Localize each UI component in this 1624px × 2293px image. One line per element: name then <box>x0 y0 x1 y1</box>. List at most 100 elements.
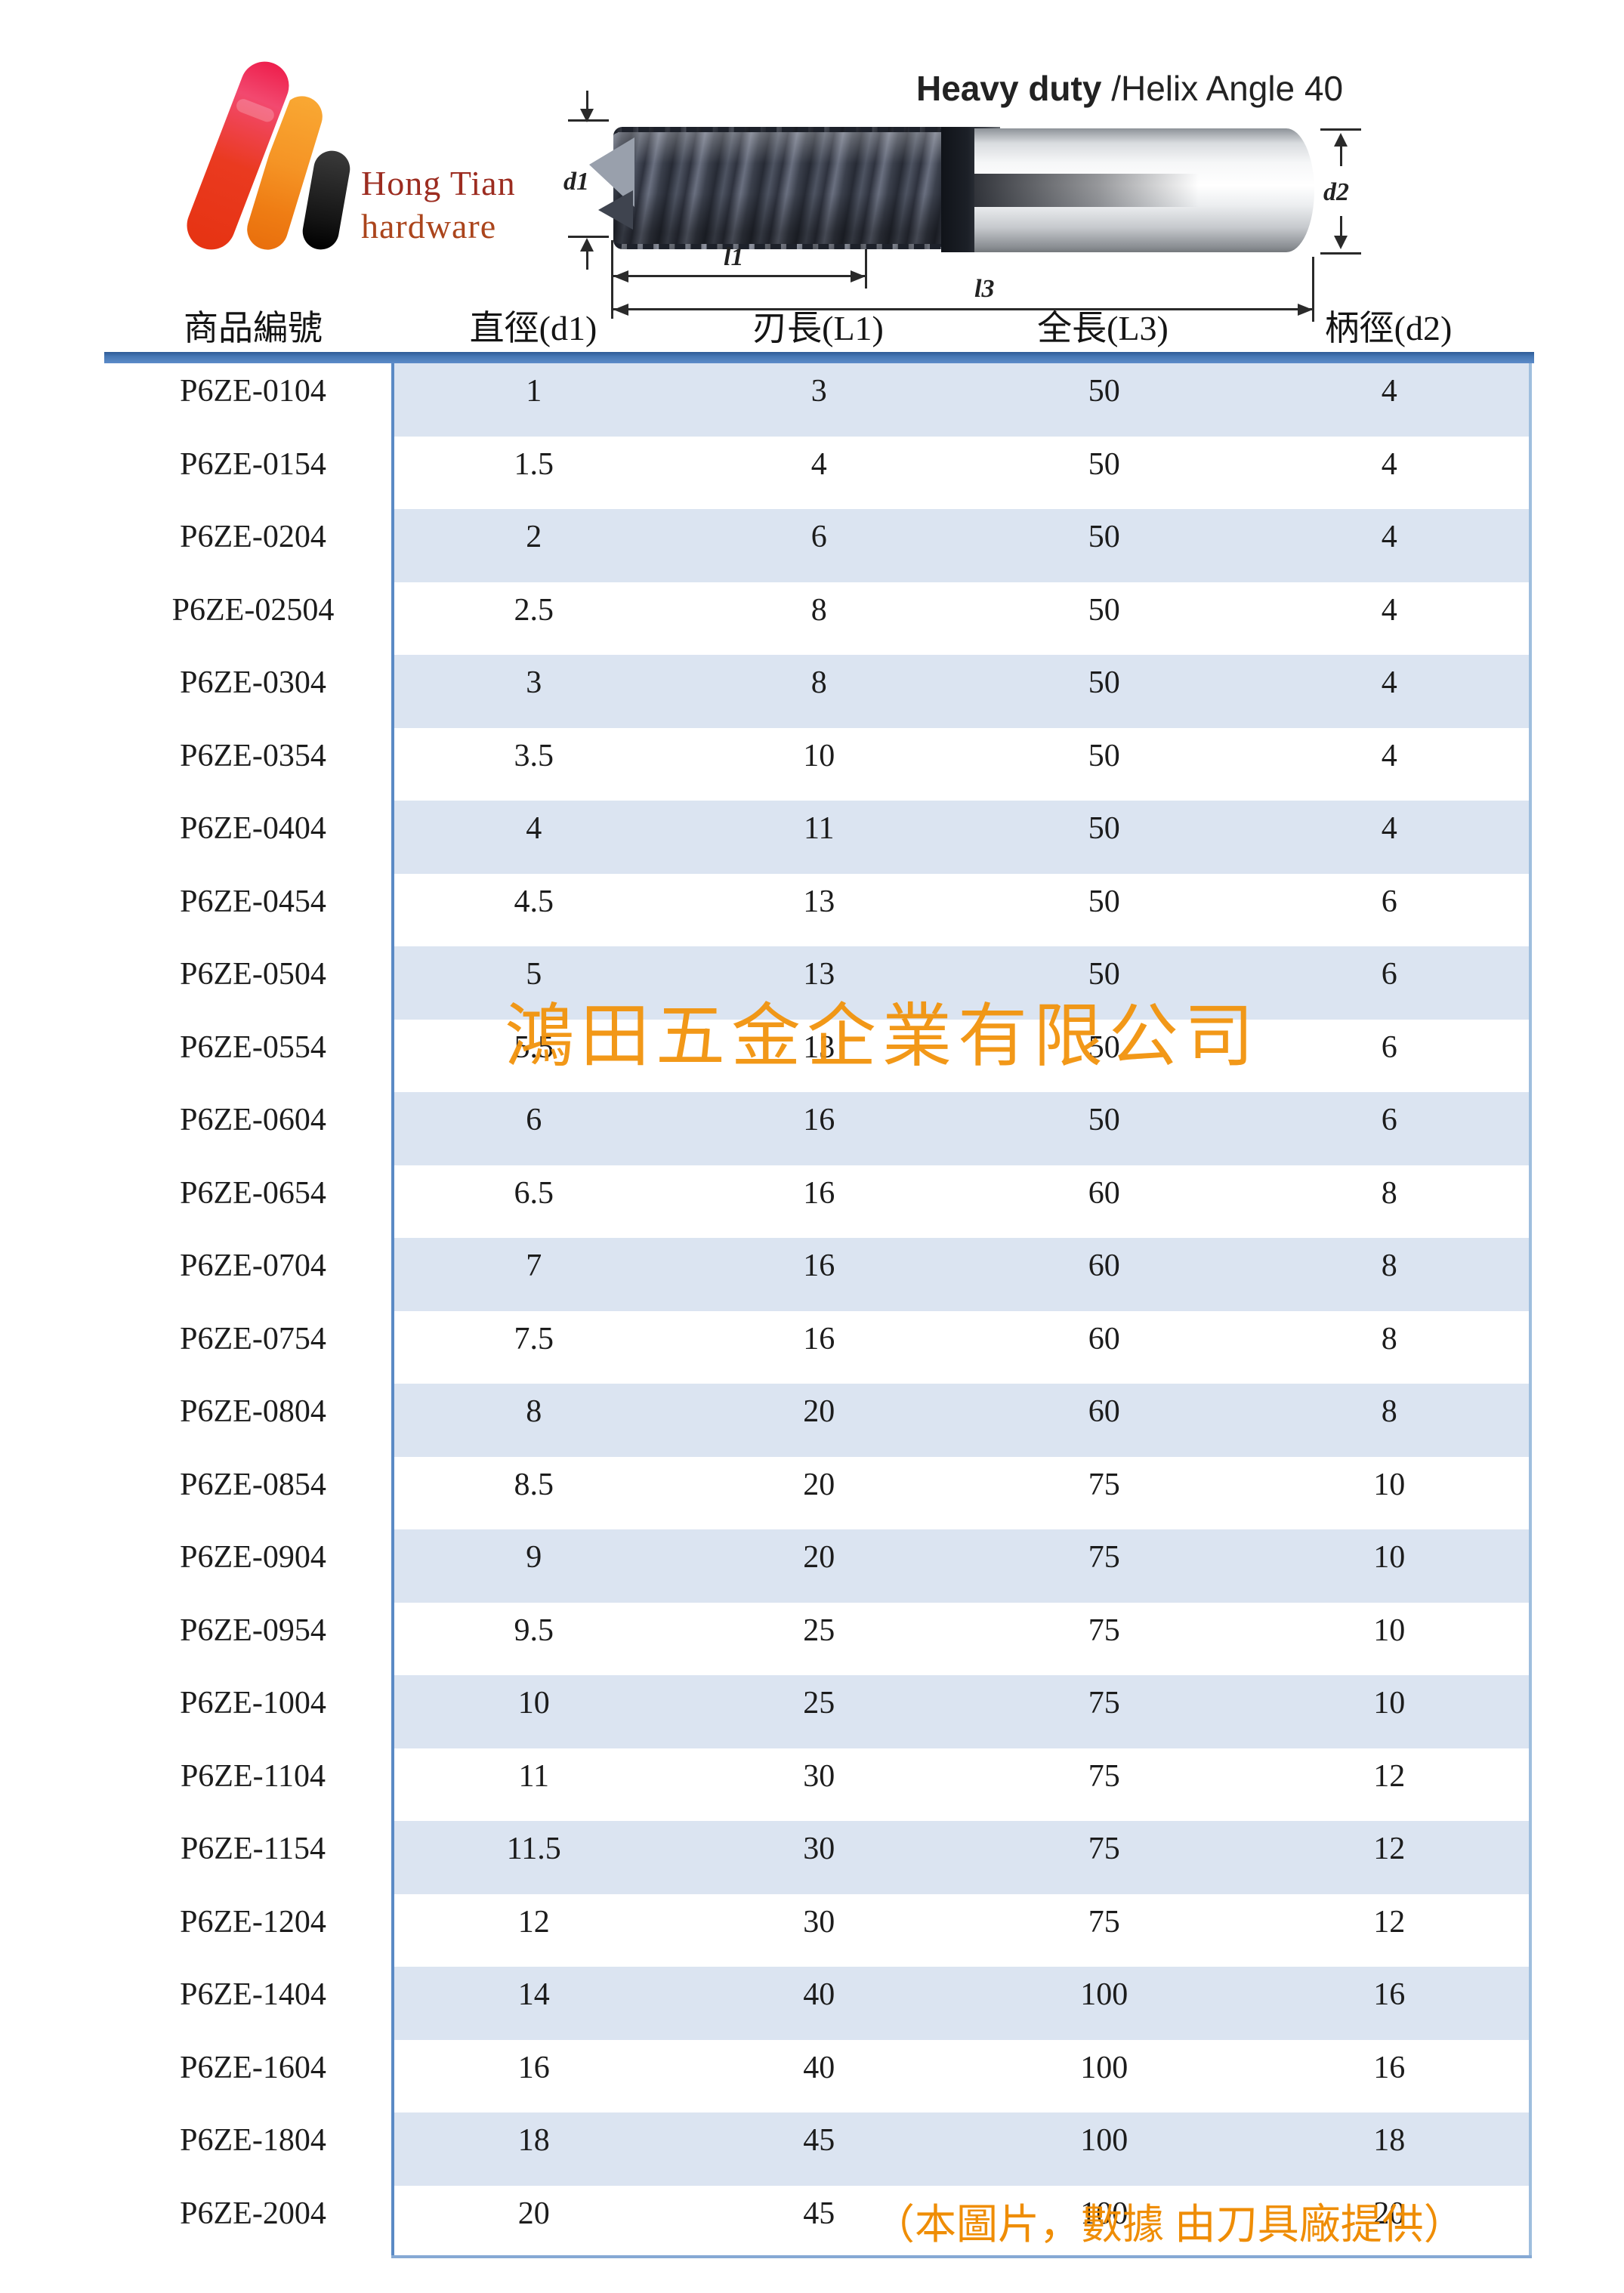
table-row: P6ZE-0604 6 16 50 6 <box>115 1092 1532 1165</box>
cell-shank-dia-d2: 4 <box>1246 582 1532 655</box>
cell-overall-length-l3: 60 <box>962 1384 1247 1457</box>
cell-overall-length-l3: 75 <box>962 1602 1247 1675</box>
cell-shank-dia-d2: 6 <box>1246 1092 1532 1165</box>
company-watermark: 鴻田五金企業有限公司 <box>504 998 1261 1076</box>
cell-overall-length-l3: 50 <box>962 801 1247 874</box>
table-bottom-border <box>391 2255 1532 2258</box>
cell-diameter-d1: 6.5 <box>391 1165 677 1238</box>
table-row: P6ZE-0454 4.5 13 50 6 <box>115 873 1532 946</box>
table-row: P6ZE-0854 8.5 20 75 10 <box>115 1456 1532 1529</box>
cell-overall-length-l3: 100 <box>962 2112 1247 2186</box>
cell-shank-dia-d2: 18 <box>1246 2112 1532 2186</box>
cell-shank-dia-d2: 8 <box>1246 1310 1532 1384</box>
header-overall-length-l3: 全長(L3) <box>1037 309 1169 347</box>
cell-flute-length-l1: 40 <box>676 2039 962 2112</box>
table-row: P6ZE-0704 7 16 60 8 <box>115 1238 1532 1311</box>
d1-bottom-shaft <box>586 252 588 270</box>
cell-flute-length-l1: 16 <box>676 1165 962 1238</box>
cell-flute-length-l1: 45 <box>676 2185 962 2258</box>
d2-label: d2 <box>1323 178 1349 206</box>
table-left-border <box>391 363 394 2258</box>
l1-arrow-right-icon <box>851 270 866 282</box>
l3-arrow-right-icon <box>1298 304 1313 316</box>
cell-shank-dia-d2: 4 <box>1246 436 1532 509</box>
cell-product-code: P6ZE-0954 <box>115 1602 391 1675</box>
cell-flute-length-l1: 20 <box>676 1529 962 1603</box>
cell-diameter-d1: 20 <box>391 2185 677 2258</box>
cell-flute-length-l1: 10 <box>676 727 962 801</box>
logo-company-subtitle: hardware <box>361 207 497 245</box>
l1-label: l1 <box>724 243 744 271</box>
cell-flute-length-l1: 16 <box>676 1238 962 1311</box>
cell-product-code: P6ZE-0504 <box>115 946 391 1020</box>
l1-right-extension <box>865 249 867 289</box>
header-diameter-d1: 直徑(d1) <box>469 309 597 347</box>
cell-diameter-d1: 2 <box>391 509 677 582</box>
cell-shank-dia-d2: 8 <box>1246 1165 1532 1238</box>
cell-overall-length-l3: 50 <box>962 509 1247 582</box>
cell-product-code: P6ZE-1004 <box>115 1675 391 1748</box>
d1-arrow-up-icon <box>580 238 594 252</box>
cell-shank-dia-d2: 10 <box>1246 1529 1532 1603</box>
cell-overall-length-l3: 75 <box>962 1456 1247 1529</box>
cell-flute-length-l1: 20 <box>676 1456 962 1529</box>
cell-shank-dia-d2: 16 <box>1246 1967 1532 2040</box>
table-row: P6ZE-1804 18 45 100 18 <box>115 2112 1532 2186</box>
d1-label: d1 <box>563 168 589 196</box>
table-row: P6ZE-0404 4 11 50 4 <box>115 801 1532 874</box>
cell-diameter-d1: 8.5 <box>391 1456 677 1529</box>
cell-product-code: P6ZE-0904 <box>115 1529 391 1603</box>
cell-overall-length-l3: 50 <box>962 436 1247 509</box>
d2-top-tick <box>1320 128 1361 131</box>
cell-flute-length-l1: 16 <box>676 1310 962 1384</box>
cell-flute-length-l1: 13 <box>676 873 962 946</box>
table-row: P6ZE-0804 8 20 60 8 <box>115 1384 1532 1457</box>
cell-shank-dia-d2: 4 <box>1246 363 1532 437</box>
d1-top-shaft <box>586 91 588 112</box>
cell-diameter-d1: 18 <box>391 2112 677 2186</box>
shank-reflection <box>974 174 1199 207</box>
source-footnote: （本圖片，數據 由刀具廠提供） <box>873 2202 1465 2248</box>
cell-flute-length-l1: 40 <box>676 1967 962 2040</box>
cell-product-code: P6ZE-1104 <box>115 1748 391 1821</box>
d2-arrow-down-icon <box>1334 236 1348 249</box>
d2-arrow-up-icon <box>1334 133 1348 147</box>
spec-table: P6ZE-0104 1 3 50 4 P6ZE-0154 1.5 4 50 4 … <box>115 363 1532 2258</box>
cell-shank-dia-d2: 10 <box>1246 1675 1532 1748</box>
cell-product-code: P6ZE-1154 <box>115 1821 391 1894</box>
cell-flute-length-l1: 13 <box>676 1019 962 1092</box>
table-row: P6ZE-02504 2.5 8 50 4 <box>115 582 1532 655</box>
cell-flute-length-l1: 30 <box>676 1748 962 1821</box>
cell-product-code: P6ZE-0454 <box>115 873 391 946</box>
cell-overall-length-l3: 75 <box>962 1529 1247 1603</box>
cell-overall-length-l3: 50 <box>962 1019 1247 1092</box>
cell-overall-length-l3: 50 <box>962 727 1247 801</box>
cell-product-code: P6ZE-1604 <box>115 2039 391 2112</box>
cell-flute-length-l1: 45 <box>676 2112 962 2186</box>
table-row: P6ZE-0154 1.5 4 50 4 <box>115 436 1532 509</box>
cell-diameter-d1: 7 <box>391 1238 677 1311</box>
l1-left-extension <box>611 240 613 319</box>
l3-right-extension <box>1312 257 1314 322</box>
cell-diameter-d1: 11.5 <box>391 1821 677 1894</box>
d2-top-shaft <box>1340 147 1342 166</box>
cell-shank-dia-d2: 4 <box>1246 727 1532 801</box>
table-row: P6ZE-0954 9.5 25 75 10 <box>115 1602 1532 1675</box>
cell-product-code: P6ZE-1204 <box>115 1893 391 1967</box>
cell-product-code: P6ZE-0404 <box>115 801 391 874</box>
cell-overall-length-l3: 75 <box>962 1675 1247 1748</box>
cell-flute-length-l1: 8 <box>676 582 962 655</box>
cell-product-code: P6ZE-0754 <box>115 1310 391 1384</box>
cell-flute-length-l1: 11 <box>676 801 962 874</box>
cell-overall-length-l3: 60 <box>962 1310 1247 1384</box>
cutter-tip-shadow <box>598 190 633 230</box>
shank-section <box>974 128 1314 252</box>
cell-product-code: P6ZE-0804 <box>115 1384 391 1457</box>
cell-diameter-d1: 4.5 <box>391 873 677 946</box>
header-product-code: 商品編號 <box>184 309 323 347</box>
cell-product-code: P6ZE-0604 <box>115 1092 391 1165</box>
table-row: P6ZE-0304 3 8 50 4 <box>115 655 1532 728</box>
table-body: P6ZE-0104 1 3 50 4 P6ZE-0154 1.5 4 50 4 … <box>115 363 1532 2258</box>
cell-overall-length-l3: 100 <box>962 2185 1247 2258</box>
drawing-title-bold: Heavy duty <box>916 69 1112 108</box>
